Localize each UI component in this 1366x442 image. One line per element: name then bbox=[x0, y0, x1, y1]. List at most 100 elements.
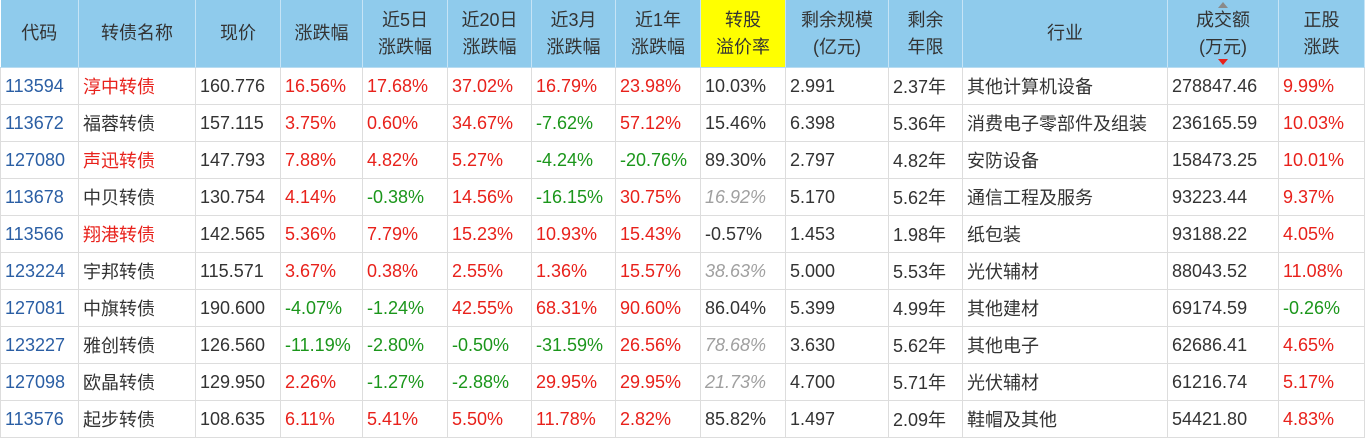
cell-name[interactable]: 中贝转债 bbox=[78, 178, 196, 216]
header-label-line: 近3月 bbox=[550, 9, 597, 30]
cell-change-20d: 34.67% bbox=[447, 104, 532, 142]
cell-turnover: 88043.52 bbox=[1167, 252, 1279, 290]
header-label-line: 转债名称 bbox=[101, 23, 173, 43]
sort-up-icon[interactable] bbox=[1218, 2, 1228, 8]
cell-remaining-years: 1.98年 bbox=[888, 215, 963, 253]
cell-change-20d: 2.55% bbox=[447, 252, 532, 290]
cell-code[interactable]: 113566 bbox=[0, 215, 79, 253]
cell-remaining-years: 5.53年 bbox=[888, 252, 963, 290]
cell-change-3m: -31.59% bbox=[531, 326, 616, 364]
cell-remaining-size: 1.453 bbox=[785, 215, 889, 253]
cell-remaining-size: 6.398 bbox=[785, 104, 889, 142]
cell-remaining-size: 2.797 bbox=[785, 141, 889, 179]
cell-code[interactable]: 127098 bbox=[0, 363, 79, 401]
sort-down-icon[interactable] bbox=[1218, 59, 1228, 65]
cell-change-5d: -0.38% bbox=[362, 178, 448, 216]
cell-code[interactable]: 127081 bbox=[0, 289, 79, 327]
cell-remaining-size: 5.000 bbox=[785, 252, 889, 290]
cell-code[interactable]: 123224 bbox=[0, 252, 79, 290]
cell-change-3m: 10.93% bbox=[531, 215, 616, 253]
header-label-line: 涨跌幅 bbox=[546, 36, 601, 57]
cell-premium: 78.68% bbox=[700, 326, 786, 364]
cell-change-5d: 17.68% bbox=[362, 67, 448, 105]
cell-change-5d: 0.38% bbox=[362, 252, 448, 290]
cell-name[interactable]: 宇邦转债 bbox=[78, 252, 196, 290]
header-change-5d[interactable]: 近5日 涨跌幅 bbox=[362, 0, 448, 68]
cell-change-1y: 15.43% bbox=[615, 215, 701, 253]
cell-price: 190.600 bbox=[195, 289, 281, 327]
header-premium[interactable]: 转股 溢价率 bbox=[700, 0, 786, 68]
header-label-line: 转股 bbox=[725, 9, 761, 30]
cell-change-5d: 5.41% bbox=[362, 400, 448, 438]
header-label-line: 行业 bbox=[1047, 23, 1083, 43]
cell-price: 130.754 bbox=[195, 178, 281, 216]
header-label-line: 近5日 bbox=[381, 9, 428, 30]
cell-price: 142.565 bbox=[195, 215, 281, 253]
table-row: 123227 雅创转债 126.560 -11.19% -2.80% -0.50% -31.… bbox=[0, 326, 1365, 364]
cell-stock-change: 9.99% bbox=[1278, 67, 1365, 105]
header-label-line: 成交额 bbox=[1196, 9, 1250, 30]
cell-name[interactable]: 起步转债 bbox=[78, 400, 196, 438]
cell-name[interactable]: 翔港转债 bbox=[78, 215, 196, 253]
cell-name[interactable]: 欧晶转债 bbox=[78, 363, 196, 401]
cell-change-1y: 15.57% bbox=[615, 252, 701, 290]
cell-stock-change: 9.37% bbox=[1278, 178, 1365, 216]
cell-code[interactable]: 113672 bbox=[0, 104, 79, 142]
header-change-3m[interactable]: 近3月涨跌幅 bbox=[531, 0, 616, 68]
header-stock-change[interactable]: 正股 涨跌 bbox=[1278, 0, 1365, 68]
table-row: 123224 宇邦转债 115.571 3.67% 0.38% 2.55% 1.36% 15.… bbox=[0, 252, 1365, 290]
cell-code[interactable]: 113678 bbox=[0, 178, 79, 216]
header-label-line: 涨跌幅 bbox=[294, 23, 349, 43]
header-change-20d[interactable]: 近20日 涨跌幅 bbox=[447, 0, 532, 68]
cell-premium: 16.92% bbox=[700, 178, 786, 216]
cell-premium: 21.73% bbox=[700, 363, 786, 401]
cell-code[interactable]: 127080 bbox=[0, 141, 79, 179]
header-code[interactable]: 代码 bbox=[0, 0, 79, 68]
cell-code[interactable]: 113576 bbox=[0, 400, 79, 438]
cell-code[interactable]: 123227 bbox=[0, 326, 79, 364]
header-row: 代码 转债名称 现价 涨跌幅 近5日 涨跌幅 近20日 涨跌幅 近3月 涨跌幅 近1年 涨跌幅 转股 溢价… bbox=[0, 0, 1365, 68]
cell-change-5d: 4.82% bbox=[362, 141, 448, 179]
cell-change: 3.67% bbox=[280, 252, 363, 290]
cell-remaining-years: 5.71年 bbox=[888, 363, 963, 401]
header-industry[interactable]: 行业 bbox=[962, 0, 1168, 68]
header-label-line: 涨跌幅 bbox=[631, 36, 685, 57]
cell-change: 16.56% bbox=[280, 67, 363, 105]
cell-change-5d: -1.27% bbox=[362, 363, 448, 401]
cell-change-5d: -1.24% bbox=[362, 289, 448, 327]
cell-remaining-years: 5.62年 bbox=[888, 326, 963, 364]
cell-remaining-size: 1.497 bbox=[785, 400, 889, 438]
cell-name[interactable]: 雅创转债 bbox=[78, 326, 196, 364]
header-price[interactable]: 现价 bbox=[195, 0, 281, 68]
cell-stock-change: 11.08% bbox=[1278, 252, 1365, 290]
header-name[interactable]: 转债名称 bbox=[78, 0, 196, 68]
cell-name[interactable]: 声迅转债 bbox=[78, 141, 196, 179]
header-turnover[interactable]: 成交额 (万元) bbox=[1167, 0, 1279, 68]
cell-code[interactable]: 113594 bbox=[0, 67, 79, 105]
cell-name[interactable]: 福蓉转债 bbox=[78, 104, 196, 142]
cell-stock-change: 4.83% bbox=[1278, 400, 1365, 438]
header-remaining-size[interactable]: 剩余规模 (亿元) bbox=[785, 0, 889, 68]
cell-industry: 纸包装 bbox=[962, 215, 1168, 253]
header-change-1y[interactable]: 近1年 涨跌幅 bbox=[615, 0, 701, 68]
header-change[interactable]: 涨跌幅 bbox=[280, 0, 363, 68]
cell-change-20d: 37.02% bbox=[447, 67, 532, 105]
cell-change-3m: 16.79% bbox=[531, 67, 616, 105]
cell-name[interactable]: 淳中转债 bbox=[78, 67, 196, 105]
cell-premium: 85.82% bbox=[700, 400, 786, 438]
cell-change-3m: -4.24% bbox=[531, 141, 616, 179]
cell-stock-change: 10.03% bbox=[1278, 104, 1365, 142]
header-remaining-years[interactable]: 剩余 年限 bbox=[888, 0, 963, 68]
cell-industry: 鞋帽及其他 bbox=[962, 400, 1168, 438]
cell-change: 3.75% bbox=[280, 104, 363, 142]
cell-change-3m: 29.95% bbox=[531, 363, 616, 401]
cell-premium: 10.03% bbox=[700, 67, 786, 105]
cell-change-3m: -16.15% bbox=[531, 178, 616, 216]
cell-name[interactable]: 中旗转债 bbox=[78, 289, 196, 327]
cell-turnover: 54421.80 bbox=[1167, 400, 1279, 438]
cell-remaining-size: 5.170 bbox=[785, 178, 889, 216]
header-label-line: 涨跌 bbox=[1303, 36, 1340, 57]
cell-remaining-size: 4.700 bbox=[785, 363, 889, 401]
cell-stock-change: 4.05% bbox=[1278, 215, 1365, 253]
cell-change-3m: 1.36% bbox=[531, 252, 616, 290]
